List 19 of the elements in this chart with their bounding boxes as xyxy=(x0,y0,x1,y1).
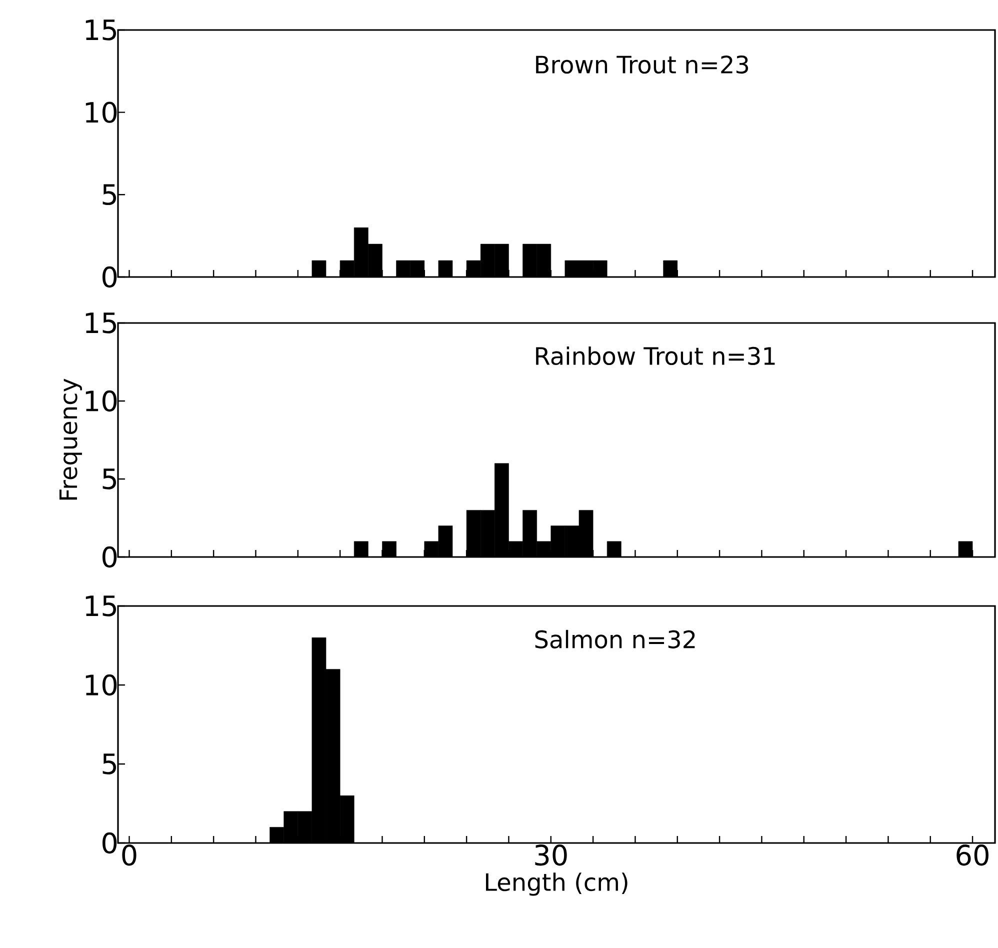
x-axis-title: Length (cm) xyxy=(486,872,628,896)
text: Rainbow Trout n=31 xyxy=(536,346,775,366)
y-axis-title: Frequency xyxy=(59,378,82,500)
y-tick-label: 15 xyxy=(86,596,116,616)
y-tick-label: 0 xyxy=(102,546,117,568)
y-tick-label: 0 xyxy=(102,266,117,288)
y-tick-label: 5 xyxy=(102,754,116,774)
x-tick-label: 0 xyxy=(122,844,136,866)
x-tick-label: 60 xyxy=(956,844,988,866)
y-tick-label: 10 xyxy=(86,102,117,123)
y-tick-label: 5 xyxy=(102,468,116,490)
y-tick-label: 10 xyxy=(86,390,117,412)
y-tick-label: 15 xyxy=(86,312,116,334)
text: Brown Trout n=23 xyxy=(536,55,748,74)
y-tick-label: 5 xyxy=(102,184,116,206)
y-tick-label: 15 xyxy=(86,20,116,40)
text: Salmon n=32 xyxy=(535,630,695,648)
y-tick-label: 10 xyxy=(86,674,117,696)
x-tick-label: 30 xyxy=(535,844,567,866)
